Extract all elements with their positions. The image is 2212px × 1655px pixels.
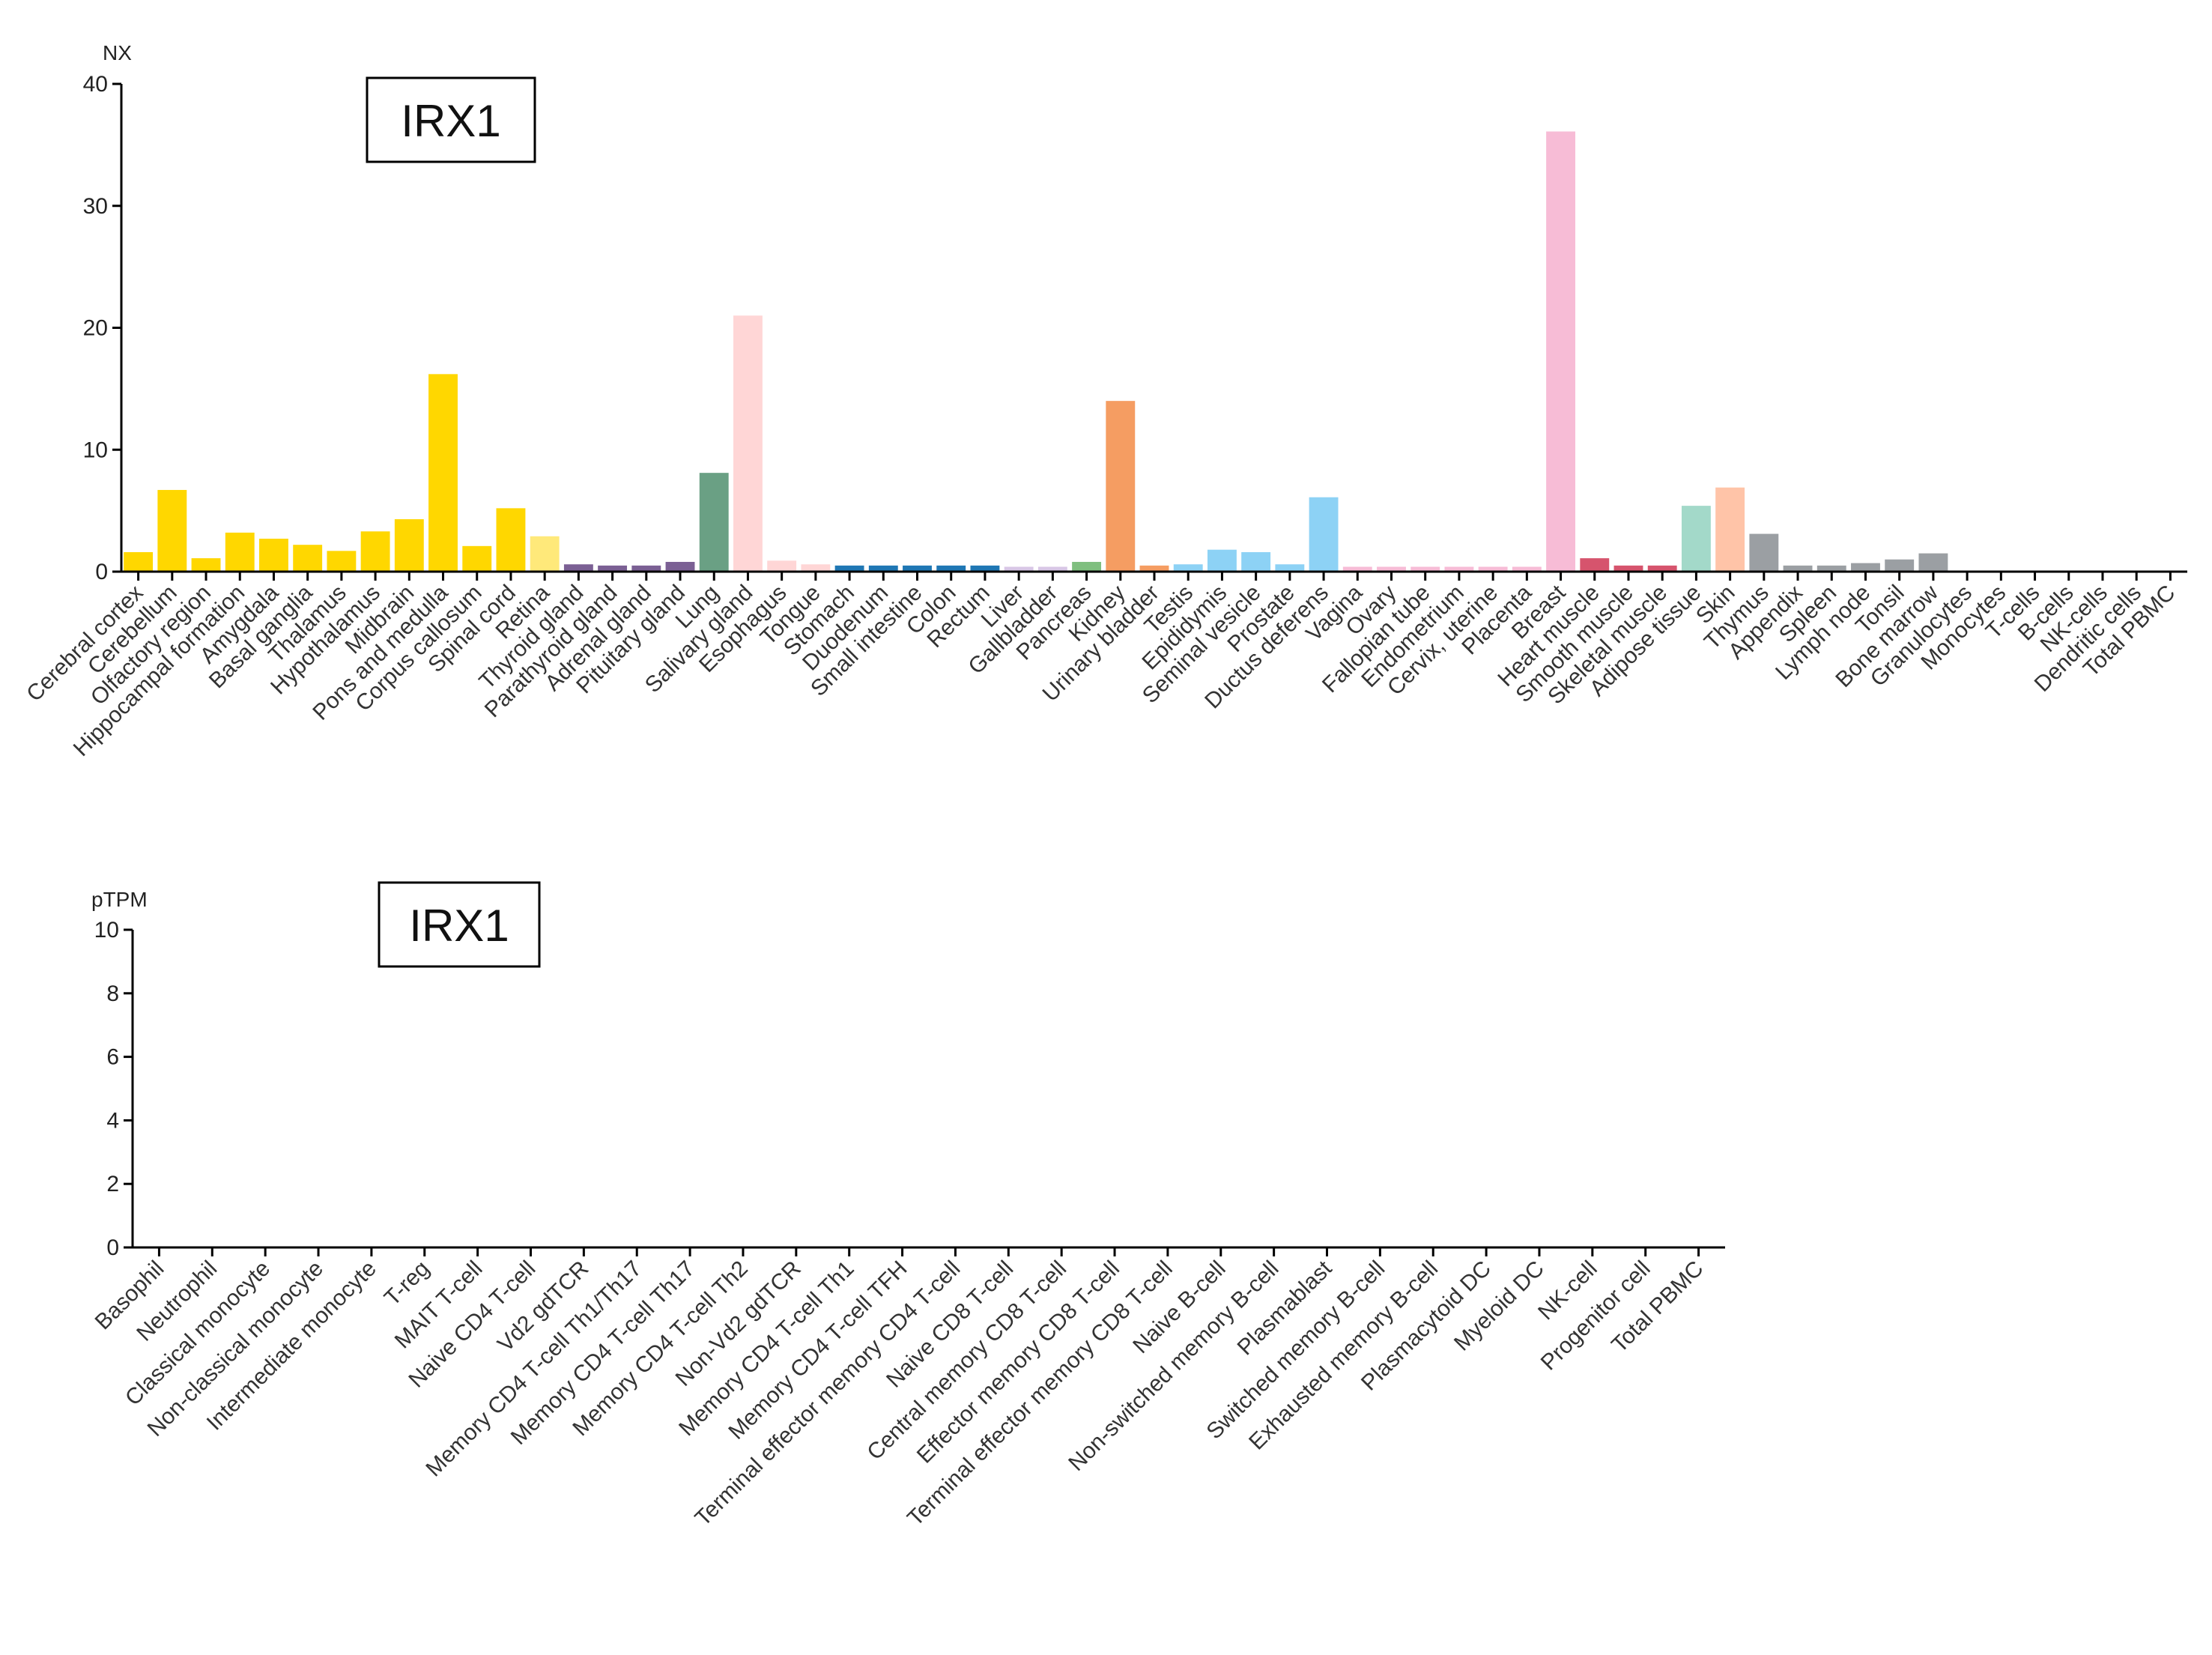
y-tick-label: 6 [106, 1045, 119, 1070]
bar-thymus[interactable] [1749, 533, 1779, 572]
bar-cerebellum[interactable] [157, 489, 187, 572]
y-tick-label: 0 [106, 1235, 119, 1260]
bar-gallbladder[interactable] [1037, 566, 1067, 572]
bar-basal-ganglia[interactable] [293, 545, 323, 572]
bar-heart-muscle[interactable] [1580, 558, 1610, 572]
bar-breast[interactable] [1546, 131, 1575, 572]
bar-thalamus[interactable] [327, 551, 357, 572]
bar-ovary[interactable] [1377, 566, 1406, 572]
bar-kidney[interactable] [1106, 401, 1136, 572]
bar-liver[interactable] [1004, 566, 1034, 572]
bar-adipose-tissue[interactable] [1681, 506, 1711, 572]
bar-parathyroid-gland[interactable] [598, 565, 628, 572]
bar-testis[interactable] [1173, 564, 1203, 572]
bar-cervix-uterine[interactable] [1478, 566, 1508, 572]
gene-title: IRX1 [409, 901, 509, 951]
bar-fallopian-tube[interactable] [1410, 566, 1440, 572]
gene-title-box [366, 76, 536, 163]
bar-midbrain[interactable] [394, 519, 424, 572]
bar-thyroid-gland[interactable] [563, 564, 593, 572]
bar-stomach[interactable] [834, 565, 864, 572]
bar-bone-marrow[interactable] [1918, 553, 1948, 572]
bar-lymph-node[interactable] [1851, 563, 1880, 572]
y-tick-label: 30 [83, 194, 108, 219]
bar-appendix[interactable] [1783, 565, 1813, 572]
bar-tonsil[interactable] [1885, 559, 1915, 572]
bar-cerebral-cortex[interactable] [124, 551, 154, 572]
bar-olfactory-region[interactable] [191, 558, 221, 572]
y-tick-label: 4 [106, 1108, 119, 1133]
bar-vagina[interactable] [1342, 566, 1372, 572]
y-axis-unit-label: pTPM [91, 888, 148, 911]
bar-ductus-deferens[interactable] [1309, 497, 1339, 572]
bar-epididymis[interactable] [1207, 549, 1237, 572]
bar-colon[interactable] [936, 565, 966, 572]
bar-amygdala[interactable] [259, 539, 288, 572]
bar-pons-and-medulla[interactable] [428, 374, 458, 572]
y-tick-label: 0 [95, 560, 108, 584]
y-tick-label: 10 [94, 918, 119, 943]
bar-smooth-muscle[interactable] [1613, 565, 1643, 572]
bar-corpus-callosum[interactable] [462, 545, 492, 572]
bar-rectum[interactable] [970, 565, 1000, 572]
bar-urinary-bladder[interactable] [1139, 565, 1169, 572]
y-tick-label: 8 [106, 981, 119, 1006]
bar-adrenal-gland[interactable] [631, 565, 661, 572]
y-tick-label: 40 [83, 72, 108, 97]
bar-retina[interactable] [530, 536, 560, 572]
bar-pituitary-gland[interactable] [665, 561, 695, 572]
bar-spleen[interactable] [1816, 565, 1846, 572]
bar-prostate[interactable] [1275, 564, 1305, 572]
bar-small-intestine[interactable] [903, 565, 932, 572]
bar-skeletal-muscle[interactable] [1647, 565, 1677, 572]
bar-skin[interactable] [1715, 487, 1745, 572]
bar-endometrium[interactable] [1444, 566, 1474, 572]
bar-pancreas[interactable] [1072, 561, 1102, 572]
bar-placenta[interactable] [1512, 566, 1542, 572]
bar-salivary-gland[interactable] [733, 315, 763, 572]
bar-tongue[interactable] [801, 564, 831, 572]
bar-duodenum[interactable] [868, 565, 898, 572]
bar-hypothalamus[interactable] [360, 531, 390, 572]
bar-spinal-cord[interactable] [496, 508, 526, 572]
y-tick-label: 10 [83, 438, 108, 462]
y-tick-label: 20 [83, 316, 108, 341]
bar-seminal-vesicle[interactable] [1241, 551, 1271, 572]
y-axis-unit-label: NX [103, 41, 132, 64]
bar-lung[interactable] [699, 473, 729, 572]
bar-esophagus[interactable] [767, 560, 797, 572]
gene-title: IRX1 [401, 96, 500, 146]
y-tick-label: 2 [106, 1172, 119, 1196]
gene-title-box [378, 881, 541, 968]
bar-hippocampal-formation[interactable] [225, 532, 255, 572]
